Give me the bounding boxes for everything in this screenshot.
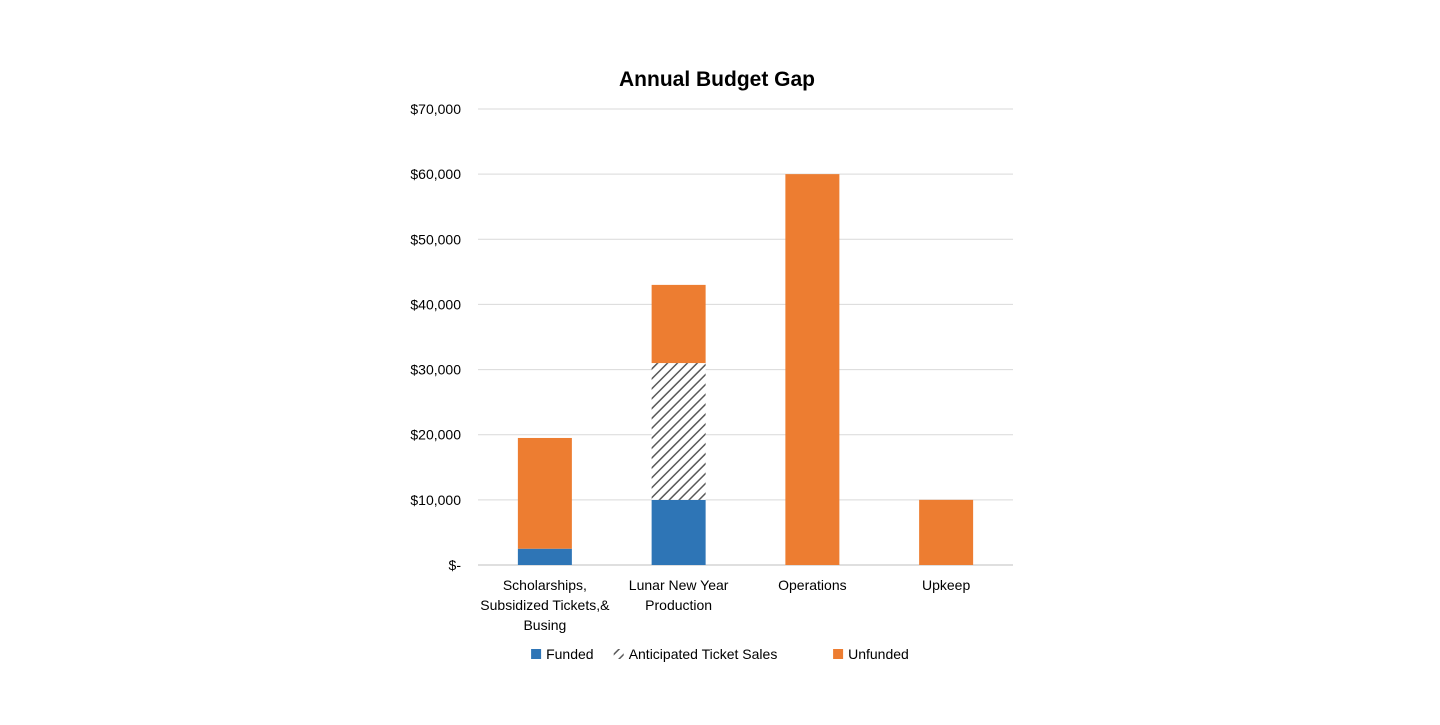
- bar-unfunded: [651, 284, 706, 364]
- y-tick-label: $10,000: [410, 492, 461, 508]
- bar-unfunded: [785, 174, 840, 565]
- legend-label-funded: Funded: [546, 646, 593, 662]
- category-label: Upkeep: [922, 577, 970, 593]
- legend: Funded Anticipated Ticket Sales Unfunded: [531, 646, 909, 662]
- y-tick-label: $60,000: [410, 166, 461, 182]
- bar-funded: [651, 499, 706, 565]
- bars: [517, 174, 974, 565]
- y-tick-label: $30,000: [410, 362, 461, 378]
- chart-title: Annual Budget Gap: [619, 68, 815, 91]
- legend-label-unfunded: Unfunded: [848, 646, 909, 662]
- category-label: Lunar New Year Production: [629, 577, 729, 613]
- bar-unfunded: [919, 499, 974, 565]
- bar-anticipated-ticket-sales: [651, 363, 706, 500]
- y-tick-label: $70,000: [410, 101, 461, 117]
- y-tick-label: $20,000: [410, 427, 461, 443]
- category-label: Operations: [778, 577, 846, 593]
- y-axis-tick-labels: $- $10,000 $20,000 $30,000 $40,000 $50,000 $60…: [410, 101, 461, 573]
- bar-funded: [517, 548, 572, 565]
- legend-label-anticipated-ticket-sales: Anticipated Ticket Sales: [629, 646, 778, 662]
- x-axis-category-labels: Scholarships, Subsidized Tickets,& Busing L…: [480, 577, 970, 633]
- legend-swatch-anticipated-ticket-sales: [613, 649, 624, 659]
- y-tick-label: $40,000: [410, 296, 461, 312]
- legend-swatch-funded: [531, 649, 542, 659]
- y-tick-label: $-: [449, 557, 462, 573]
- y-tick-label: $50,000: [410, 231, 461, 247]
- legend-swatch-unfunded: [833, 649, 844, 659]
- bar-unfunded: [517, 437, 572, 549]
- category-label: Scholarships, Subsidized Tickets,& Busing: [480, 577, 610, 633]
